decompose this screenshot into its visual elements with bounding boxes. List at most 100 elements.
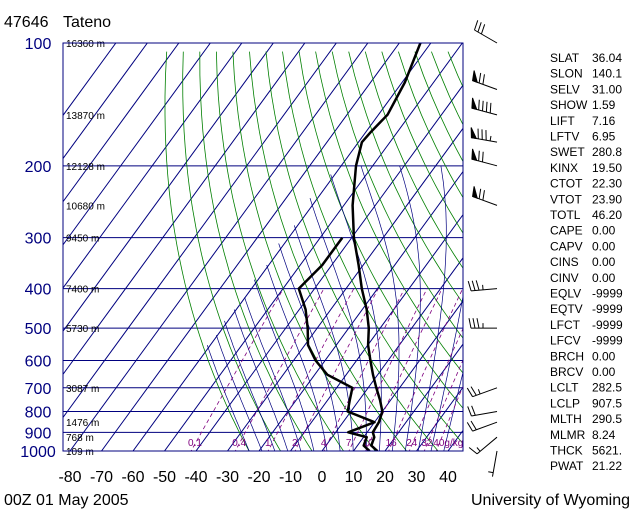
mixing-ratio-label: 7 xyxy=(346,438,352,449)
isotherm-line xyxy=(63,43,148,160)
moist-adiabat-line xyxy=(244,297,302,451)
barb-staff xyxy=(472,421,498,432)
isotherm-line xyxy=(69,43,369,451)
dry-adiabat-line xyxy=(315,51,463,374)
index-key: EQTV xyxy=(550,302,583,316)
temperature-tick-label: 0 xyxy=(318,469,327,486)
temperature-tick-label: -50 xyxy=(153,469,176,486)
height-label: 16360 m xyxy=(66,39,105,50)
index-value: 46.20 xyxy=(592,208,622,222)
isotherm-line xyxy=(353,300,463,451)
temperature-tick-label: 10 xyxy=(345,469,363,486)
index-key: BRCH xyxy=(550,349,584,363)
pressure-label: 200 xyxy=(25,159,52,176)
pressure-label: 500 xyxy=(25,321,52,338)
height-label: 109 m xyxy=(66,447,94,458)
barb-full xyxy=(471,280,476,291)
isotherm-line xyxy=(63,43,243,289)
barb-full xyxy=(489,102,492,114)
barb-pennant xyxy=(472,70,478,84)
mixing-ratio-label: 40g/kg xyxy=(433,438,463,449)
index-value: 6.95 xyxy=(592,130,616,144)
moist-adiabat-line xyxy=(206,344,250,451)
barb-full xyxy=(478,188,482,199)
wind-barb xyxy=(488,450,498,477)
barb-staff xyxy=(474,29,498,44)
barb-full xyxy=(468,447,478,455)
mixing-ratio-line xyxy=(294,288,379,451)
isotherm-line xyxy=(195,84,463,451)
barb-full xyxy=(471,405,476,416)
wind-barb xyxy=(471,97,498,116)
index-value: 0.00 xyxy=(592,349,616,363)
mixing-ratio-label: 16 xyxy=(386,438,398,449)
barb-half xyxy=(489,135,492,142)
pressure-label: 400 xyxy=(25,282,52,299)
mixing-ratio-line xyxy=(388,288,463,451)
dry-adiabat-line xyxy=(164,51,250,451)
height-label: 5730 m xyxy=(66,324,99,335)
barb-half xyxy=(488,471,494,474)
index-key: CINV xyxy=(550,271,579,285)
index-value: 22.30 xyxy=(592,177,622,191)
observation-time: 00Z 01 May 2005 xyxy=(4,492,129,509)
isotherm-line xyxy=(63,43,306,376)
index-value: 0.00 xyxy=(592,239,616,253)
sounding-line xyxy=(297,236,376,451)
stability-indices: SLAT 36.04 SLON 140.1 SELV 31.00 SHOW 1.59 LIFT 7… xyxy=(550,51,623,473)
height-labels: 16360 m 13870 m 12128 m 10680 m 9450 m 7400 m… xyxy=(66,39,105,458)
mixing-ratio-line xyxy=(423,359,463,451)
index-key: CTOT xyxy=(550,177,583,191)
index-key: LFTV xyxy=(550,130,579,144)
index-value: -9999 xyxy=(592,334,623,348)
temperature-tick-label: 30 xyxy=(408,469,426,486)
dry-adiabat-line xyxy=(282,51,463,445)
height-label: 768 m xyxy=(66,433,94,444)
barb-full xyxy=(482,74,485,85)
height-label: 12128 m xyxy=(66,162,105,173)
isotherm-line xyxy=(321,257,463,451)
index-value: 19.50 xyxy=(592,161,622,175)
wind-barb xyxy=(471,148,498,167)
barb-full xyxy=(472,318,476,329)
index-key: MLTH xyxy=(550,412,582,426)
mixing-ratio-line xyxy=(234,288,325,451)
mixing-ratio-label: 32 xyxy=(421,438,433,449)
wind-barb xyxy=(466,386,498,398)
index-value: 290.5 xyxy=(592,412,622,426)
dry-adiabat-line xyxy=(348,51,463,304)
height-label: 7400 m xyxy=(66,285,99,296)
barb-full xyxy=(482,151,484,162)
moist-adiabat-line xyxy=(266,264,328,451)
dry-adiabat-line xyxy=(531,52,640,460)
barb-full xyxy=(468,318,472,329)
index-key: BRCV xyxy=(550,365,583,379)
index-value: 140.1 xyxy=(592,67,622,81)
mixing-ratio-label: 10 xyxy=(363,438,375,449)
index-key: SHOW xyxy=(550,98,588,112)
index-key: SLON xyxy=(550,67,583,81)
isotherm-line xyxy=(290,213,463,451)
wind-barb xyxy=(467,280,498,292)
dry-adiabat-line xyxy=(249,51,408,451)
sounding-lines xyxy=(297,43,422,451)
barb-pennant xyxy=(472,186,478,199)
height-label: 10680 m xyxy=(66,201,105,212)
plot-frame xyxy=(62,42,464,452)
temperature-tick-label: -40 xyxy=(184,469,207,486)
barb-full xyxy=(466,422,473,432)
index-key: LFCV xyxy=(550,334,581,348)
moist-adiabat-line xyxy=(399,165,421,451)
index-key: EQLV xyxy=(550,287,581,301)
index-value: 280.8 xyxy=(592,145,622,159)
index-key: KINX xyxy=(550,161,578,175)
thermo-grid xyxy=(63,43,640,460)
barb-pennant xyxy=(470,127,478,140)
barb-full xyxy=(470,420,477,430)
barb-full xyxy=(485,101,488,113)
index-value: 36.04 xyxy=(592,51,622,65)
height-label: 13870 m xyxy=(66,111,105,122)
mixing-ratio-label: 24 xyxy=(406,438,418,449)
source-credit: University of Wyoming xyxy=(471,492,630,509)
barb-full xyxy=(474,20,479,31)
